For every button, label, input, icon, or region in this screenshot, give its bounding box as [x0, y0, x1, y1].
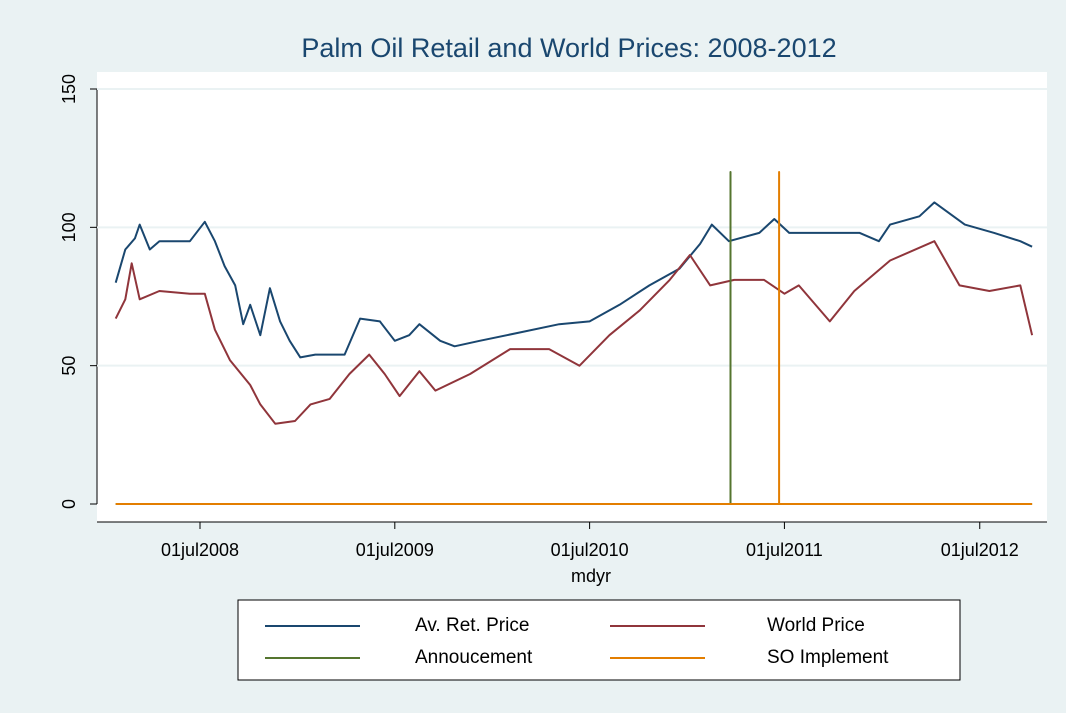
x-axis-label: mdyr [571, 566, 611, 586]
x-tick-label: 01jul2011 [746, 540, 823, 560]
series-line [115, 171, 1033, 505]
legend-label: Av. Ret. Price [415, 615, 529, 636]
legend-label: World Price [767, 615, 865, 636]
x-tick-label: 01jul2008 [161, 540, 239, 560]
y-tick-label: 100 [59, 212, 79, 242]
x-tick-label: 01jul2009 [356, 540, 434, 560]
plot-area [97, 72, 1047, 522]
legend-label: SO Implement [767, 647, 889, 668]
y-tick-label: 0 [59, 499, 79, 509]
series-line [114, 240, 1034, 425]
legend-box [237, 599, 961, 681]
y-tick-label: 50 [59, 356, 79, 376]
chart-title: Palm Oil Retail and World Prices: 2008-2… [301, 33, 836, 63]
legend-label: Annoucement [415, 647, 533, 668]
series-line [114, 201, 1033, 359]
x-tick-label: 01jul2012 [941, 540, 1019, 560]
x-tick-label: 01jul2010 [551, 540, 629, 560]
y-tick-label: 150 [59, 74, 79, 104]
